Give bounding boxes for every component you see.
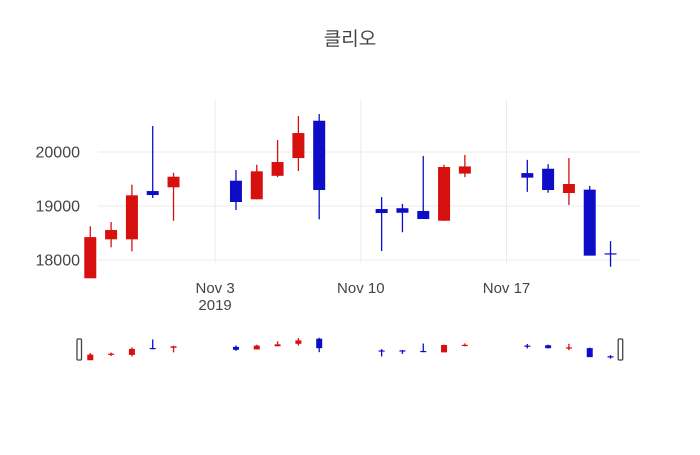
svg-text:Nov 3: Nov 3 xyxy=(196,280,235,297)
svg-text:2019: 2019 xyxy=(198,297,231,314)
svg-text:18000: 18000 xyxy=(36,253,81,270)
svg-text:20000: 20000 xyxy=(36,145,81,162)
svg-text:클리오: 클리오 xyxy=(324,28,376,50)
svg-text:Nov 17: Nov 17 xyxy=(483,280,531,297)
svg-text:Nov 10: Nov 10 xyxy=(337,280,385,297)
svg-text:19000: 19000 xyxy=(36,199,81,216)
